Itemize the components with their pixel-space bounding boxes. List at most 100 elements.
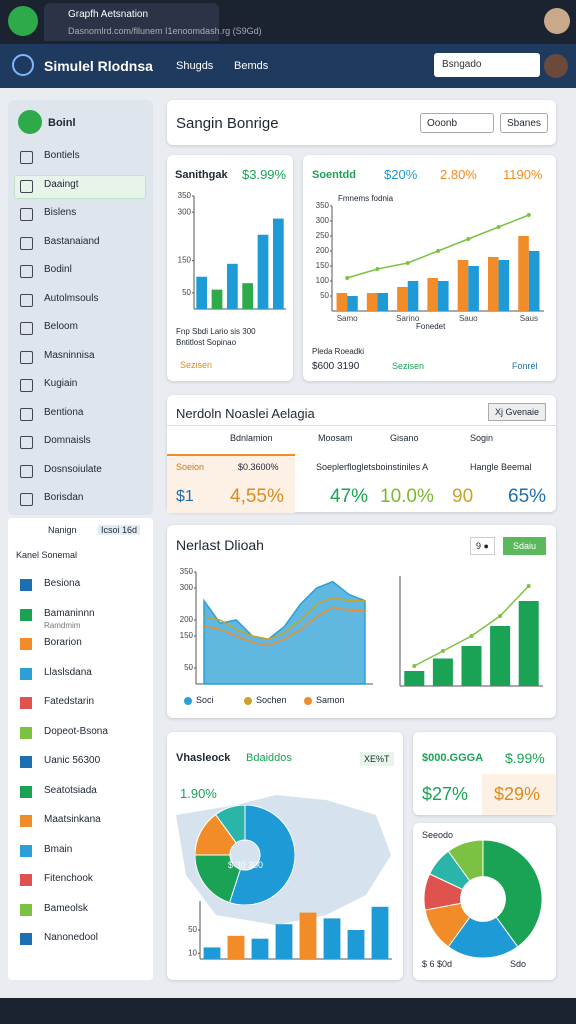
bar (251, 938, 269, 959)
point (496, 225, 501, 229)
button[interactable]: Sdaiu (503, 537, 547, 555)
bar (498, 260, 510, 311)
filter[interactable]: Nanign (48, 525, 77, 535)
nav-icon (20, 151, 33, 164)
link[interactable]: Sezisen (180, 360, 213, 370)
panel-title: Nerlast Dlioah (176, 537, 264, 553)
nav-item[interactable]: Fatedstarin (44, 696, 95, 707)
dropdown[interactable]: Ooonb (420, 113, 494, 133)
card-title: Seeodo (422, 830, 454, 840)
browser-icon[interactable] (8, 6, 38, 36)
nav-item[interactable]: Llaslsdana (44, 666, 92, 678)
search-box[interactable] (434, 53, 540, 77)
search-text: Bsngado (442, 59, 482, 70)
badge: Icsoi 16d (98, 525, 141, 535)
nav-item[interactable]: Bameolsk (44, 902, 88, 914)
pill[interactable]: 9 ● (470, 537, 495, 555)
link[interactable]: Fonrél (512, 361, 538, 371)
stat-value: 47% (330, 486, 369, 507)
tab[interactable] (44, 3, 219, 41)
pie-slice (228, 805, 295, 905)
y-tick-label: 300 (316, 216, 330, 225)
nav-icon (20, 350, 33, 364)
x-tick-label: Sarino (396, 314, 420, 323)
nav-item[interactable]: Besiona (44, 578, 81, 589)
profile[interactable] (544, 8, 570, 34)
bar (397, 287, 408, 311)
stat-value: 10.0% (380, 486, 434, 507)
x-tick-label: Saus (520, 314, 538, 323)
y-tick-label: 10 (188, 948, 197, 957)
y-tick-label: 200 (316, 246, 330, 255)
nav-item[interactable]: Borisdan (44, 492, 84, 503)
nav-item[interactable]: Domnaisls (44, 435, 91, 446)
nav-icon (20, 236, 33, 250)
nav-icon (20, 815, 32, 827)
nav-item[interactable]: Bentiona (44, 406, 84, 418)
nav-icon (20, 726, 32, 739)
point (375, 267, 380, 271)
card-value: 1.90% (180, 786, 217, 801)
donut-chart (424, 840, 542, 958)
nav-item[interactable]: Nanonedool (44, 932, 98, 943)
nav-item[interactable]: Seatotsiada (44, 784, 97, 796)
point (469, 634, 474, 638)
nav-item[interactable]: Uanic 56300 (44, 755, 101, 766)
bar (377, 293, 389, 311)
nav-item[interactable]: Fitenchook (44, 873, 93, 884)
bar (371, 906, 389, 959)
bar (404, 671, 425, 686)
avatar[interactable] (544, 54, 568, 78)
nav-item[interactable]: Dosnsoiulate (44, 463, 102, 475)
chart-title: Fmnems fodnia (338, 194, 394, 203)
tab-title: Grapfh Aetsnation (68, 9, 149, 20)
nav-item[interactable]: Bastanaiand (44, 235, 100, 247)
y-tick-label: 50 (188, 925, 197, 934)
bar (196, 276, 208, 309)
point (526, 213, 531, 217)
nav-item[interactable]: Daaingt (44, 178, 79, 190)
nav-item[interactable]: Bislens (44, 207, 77, 218)
area-chart: 50 150 200 300 350 (180, 567, 373, 685)
bar (323, 918, 341, 959)
nav-item[interactable]: Kugiain (44, 378, 78, 389)
button[interactable]: Sbanes (500, 113, 548, 133)
nav-icon (20, 785, 32, 798)
nav-icon (20, 293, 33, 307)
nav-item[interactable]: Bmain (44, 843, 73, 855)
nav-sub: Ramdmim (44, 620, 81, 630)
y-tick-label: 300 (178, 207, 192, 216)
nav-item[interactable]: Bamaninnn (44, 607, 95, 619)
stat-value: 90 (452, 486, 474, 507)
nav-item[interactable]: Dopeot-Bsona (44, 725, 108, 737)
button[interactable]: Xj Gvenaie (488, 403, 547, 421)
logo[interactable] (12, 54, 34, 76)
menu-item[interactable]: Bemds (234, 60, 269, 72)
nav-item[interactable]: Autolmsouls (44, 292, 99, 304)
nav-item[interactable]: Bontiels (44, 150, 80, 161)
bar (366, 293, 378, 311)
pie-slice (214, 805, 246, 844)
nav-item[interactable]: Beloom (44, 321, 78, 332)
bar (490, 626, 511, 686)
bar (226, 263, 238, 309)
card-title: Vhasleock (176, 752, 231, 764)
stat-label: Hangle Beemal (470, 462, 532, 472)
y-tick-label: 100 (316, 276, 330, 285)
menu-item[interactable]: Shugds (176, 60, 214, 72)
card-title: Sanithgak (175, 169, 228, 181)
bar (461, 646, 482, 686)
legend-swatch (184, 697, 192, 705)
link[interactable]: Sezisen (392, 361, 425, 371)
pie-center: $ 30 300 (228, 860, 264, 870)
nav-item[interactable]: Bodinl (44, 264, 72, 275)
pie-slice (447, 840, 484, 882)
nav-item[interactable]: Borarion (44, 637, 82, 648)
bar (468, 266, 479, 311)
nav-icon (20, 697, 32, 709)
nav-item[interactable]: Maatsinkana (44, 814, 101, 825)
nav-item[interactable]: Masninnisa (44, 349, 95, 361)
legend-label: Sochen (256, 695, 287, 705)
